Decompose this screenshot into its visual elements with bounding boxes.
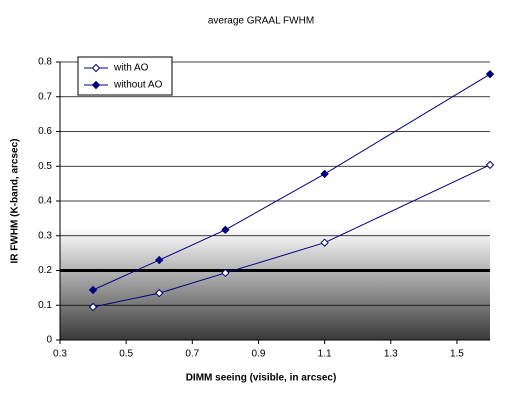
x-tick-label: 1.3 <box>384 349 398 360</box>
data-point <box>221 268 230 278</box>
data-point <box>485 69 495 79</box>
x-axis-label: DIMM seeing (visible, in arcsec) <box>186 373 337 384</box>
y-axis-label: IR FWHM (K-band, arcsec) <box>10 138 21 263</box>
legend-label: without AO <box>113 80 163 91</box>
background-shade <box>60 228 490 340</box>
legend-box <box>77 56 173 96</box>
y-tick-label: 0.1 <box>38 300 52 311</box>
legend-marker <box>91 80 101 90</box>
y-tick-label: 0.4 <box>38 196 52 207</box>
y-tick-label: 0.2 <box>38 265 52 276</box>
x-tick-label: 0.9 <box>252 349 266 360</box>
data-point <box>155 288 164 298</box>
data-point <box>221 225 230 235</box>
data-point <box>485 160 495 170</box>
legend-marker <box>91 63 101 73</box>
x-tick-label: 1.1 <box>318 349 332 360</box>
legend-label: with AO <box>113 63 149 74</box>
x-tick-label: 1.5 <box>450 349 464 360</box>
data-point <box>320 169 329 179</box>
legend: with AO without AO <box>77 56 173 96</box>
y-tick-label: 0.5 <box>38 161 52 172</box>
data-point <box>88 285 98 295</box>
y-tick-label: 0.6 <box>38 126 52 137</box>
y-tick-label: 0.7 <box>38 91 52 102</box>
data-point <box>155 255 164 265</box>
y-tick-label: 0 <box>46 335 52 346</box>
data-point <box>320 238 329 247</box>
x-tick-label: 0.3 <box>53 349 67 360</box>
x-tick-label: 0.7 <box>185 349 199 360</box>
y-tick-label: 0.3 <box>38 230 52 241</box>
y-tick-label: 0.8 <box>38 57 52 68</box>
data-point <box>88 302 98 312</box>
x-tick-label: 0.5 <box>119 349 133 360</box>
chart-title: average GRAAL FWHM <box>208 16 314 27</box>
